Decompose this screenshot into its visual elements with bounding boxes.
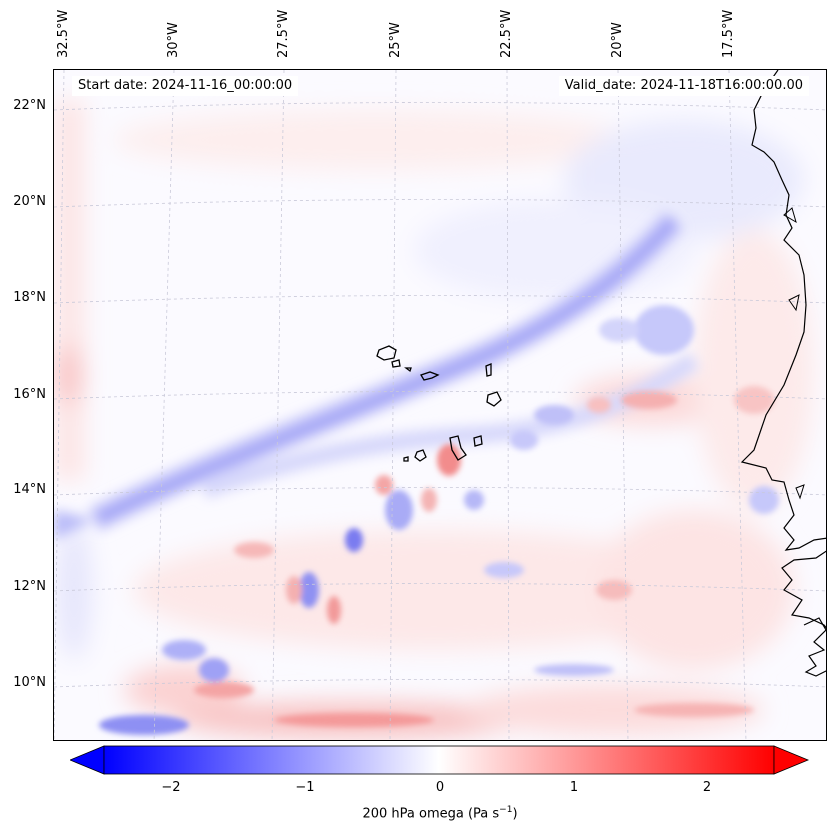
colorbar-tick-2: 2 (702, 780, 712, 795)
colorbar-body (103, 745, 775, 775)
valid-date-label: Valid_date: 2024-11-18T16:00:00.00 (558, 76, 809, 96)
start-date-label: Start date: 2024-11-16_00:00:00 (72, 76, 299, 96)
lat-label-16n: 16°N (13, 387, 46, 402)
colorbar-tick-neg2: −2 (161, 780, 181, 795)
colorbar (70, 745, 810, 775)
colorbar-label: 200 hPa omega (Pa s−1) (0, 805, 837, 821)
island-boa-vista (486, 391, 502, 407)
lat-label-22n: 22°N (13, 98, 46, 113)
lat-label-18n: 18°N (13, 290, 46, 305)
island-fogo (414, 449, 427, 462)
lon-label-20w: 20°W (610, 22, 625, 58)
lon-label-17-5w: 17.5°W (721, 9, 736, 58)
colorbar-right-extend (773, 745, 810, 775)
lat-label-12n: 12°N (13, 579, 46, 594)
island-brava (403, 456, 409, 462)
island-santo-antao (376, 345, 397, 361)
lat-label-14n: 14°N (13, 482, 46, 497)
map-frame (53, 69, 827, 741)
colorbar-label-end: ) (512, 806, 518, 822)
lon-label-30w: 30°W (166, 22, 181, 58)
colorbar-label-main: 200 hPa omega (Pa s (362, 806, 500, 822)
map-canvas (54, 70, 826, 740)
island-sao-vicente (391, 359, 401, 368)
lat-label-10n: 10°N (13, 675, 46, 690)
omega-patches (99, 305, 779, 735)
island-sao-nicolau (420, 371, 440, 381)
colorbar-tick-0: 0 (435, 780, 445, 795)
colorbar-tick-neg1: −1 (295, 780, 315, 795)
island-sal (485, 363, 492, 377)
graticule (54, 70, 826, 740)
island-santiago (449, 435, 467, 461)
lon-label-25w: 25°W (388, 22, 403, 58)
coastline-africa (740, 70, 826, 551)
colorbar-label-exponent: −1 (499, 805, 513, 815)
lon-label-27-5w: 27.5°W (276, 9, 291, 58)
cabo-verde-islands (376, 345, 502, 462)
lat-label-20n: 20°N (13, 194, 46, 209)
lon-label-32-5w: 32.5°W (56, 9, 71, 58)
lon-label-22-5w: 22.5°W (499, 9, 514, 58)
coastline-bays (783, 207, 805, 500)
island-santa-luzia (404, 367, 412, 373)
coastline-bissau (803, 617, 826, 677)
omega-field-broad (54, 100, 814, 738)
colorbar-left-extend (70, 745, 105, 775)
island-maio (473, 435, 483, 447)
colorbar-tick-1: 1 (569, 780, 579, 795)
